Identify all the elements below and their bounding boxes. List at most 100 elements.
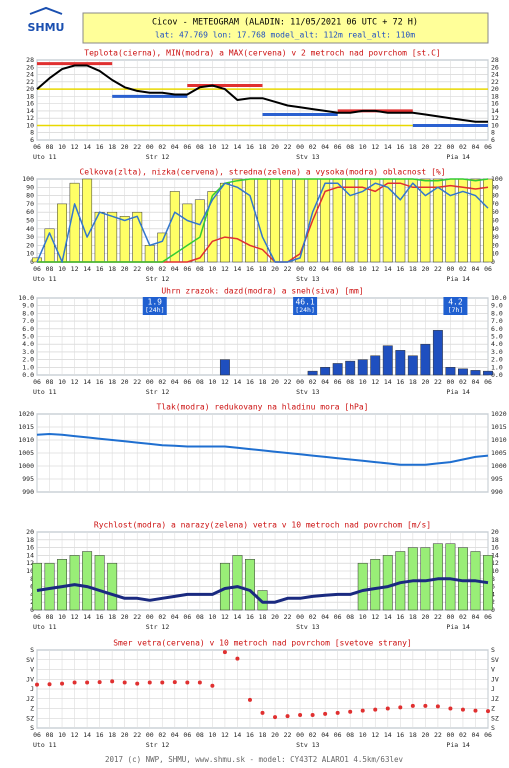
x-tick-label: 12 <box>71 378 79 386</box>
bar <box>483 370 493 376</box>
dot <box>335 710 340 715</box>
x-tick-label: 14 <box>83 143 91 151</box>
bar <box>370 355 381 376</box>
x-tick-label: 22 <box>133 378 141 386</box>
y-tick-label-right: JZ <box>491 695 499 703</box>
dot <box>448 706 453 711</box>
dot <box>385 706 390 711</box>
x-tick-label: 22 <box>284 378 292 386</box>
dot <box>423 703 428 708</box>
x-tick-label: 20 <box>421 613 429 621</box>
x-tick-label: 10 <box>208 143 216 151</box>
y-tick-label: SV <box>26 656 34 664</box>
x-tick-label: 04 <box>171 731 179 739</box>
y-tick-label: 22 <box>26 78 34 86</box>
y-tick-label: 26 <box>26 63 34 71</box>
y-tick-label-right: 18 <box>491 536 499 544</box>
y-tick-label: 20 <box>26 241 34 249</box>
y-tick-label-right: Z <box>491 705 495 713</box>
y-tick-label: 990 <box>22 488 34 496</box>
y-tick-label: S <box>30 724 34 732</box>
bar <box>320 367 331 376</box>
x-tick-label: 18 <box>409 613 417 621</box>
day-label: Uto 11 <box>33 153 57 161</box>
x-tick-label: 22 <box>434 613 442 621</box>
day-label: Str 12 <box>146 153 170 161</box>
x-tick-label: 20 <box>271 378 279 386</box>
series-line <box>112 94 488 127</box>
bar <box>282 178 293 263</box>
x-tick-label: 02 <box>459 378 467 386</box>
bar <box>445 367 456 376</box>
dot <box>147 680 152 685</box>
bar <box>470 370 481 376</box>
bar <box>332 178 343 263</box>
x-tick-label: 12 <box>371 265 379 273</box>
x-tick-label: 16 <box>396 143 404 151</box>
y-tick-label-right: 10 <box>491 567 499 575</box>
x-tick-label: 04 <box>472 143 480 151</box>
y-tick-label: 60 <box>26 208 34 216</box>
day-label: Str 12 <box>146 275 170 283</box>
x-tick-label: 04 <box>171 143 179 151</box>
y-tick-label: 4.0 <box>22 340 34 348</box>
x-tick-label: 06 <box>484 731 492 739</box>
y-tick-label-right: 1005 <box>491 449 507 457</box>
y-tick-label: 18 <box>26 536 34 544</box>
y-tick-label: 1015 <box>18 423 34 431</box>
x-tick-label: 16 <box>96 265 104 273</box>
panel-title: Uhrn zrazok: dazd(modra) a sneh(siva) [m… <box>161 287 363 296</box>
bar <box>82 178 93 263</box>
x-tick-label: 12 <box>71 731 79 739</box>
bar <box>332 363 343 376</box>
y-tick-label-right: 2 <box>491 598 495 606</box>
dot <box>85 680 90 685</box>
y-tick-label-right: 0 <box>491 606 495 614</box>
day-label: Stv 13 <box>296 388 320 396</box>
x-tick-label: 22 <box>284 265 292 273</box>
series-line <box>36 182 489 263</box>
y-tick-label: 50 <box>26 217 34 225</box>
y-tick-label-right: 80 <box>491 192 499 200</box>
x-tick-label: 20 <box>271 265 279 273</box>
bar <box>144 245 155 263</box>
dot <box>185 680 190 685</box>
day-label: Uto 11 <box>33 623 57 631</box>
x-tick-label: 14 <box>83 265 91 273</box>
bar <box>382 345 393 376</box>
day-label: Pia 14 <box>446 388 470 396</box>
dot <box>410 703 415 708</box>
y-tick-label-right: 20 <box>491 528 499 536</box>
x-tick-label: 10 <box>359 613 367 621</box>
x-tick-label: 04 <box>171 265 179 273</box>
y-tick-label: 40 <box>26 225 34 233</box>
x-tick-label: 20 <box>421 265 429 273</box>
x-tick-label: 08 <box>46 265 54 273</box>
x-tick-label: 00 <box>296 143 304 151</box>
total-period: [24h] <box>145 306 165 314</box>
y-tick-label: 14 <box>26 551 34 559</box>
x-tick-label: 20 <box>271 613 279 621</box>
total-period: [7h] <box>448 306 464 314</box>
x-tick-label: 20 <box>421 731 429 739</box>
dot <box>60 681 65 686</box>
x-tick-label: 14 <box>234 143 242 151</box>
x-tick-label: 12 <box>371 731 379 739</box>
y-tick-label-right: S <box>491 724 495 732</box>
dot <box>135 681 140 686</box>
series-line <box>37 178 489 263</box>
panel-title: Smer vetra(cervena) v 10 metroch nad pov… <box>113 639 412 648</box>
y-tick-label-right: 30 <box>491 233 499 241</box>
x-tick-label: 02 <box>459 613 467 621</box>
bar <box>345 360 356 376</box>
x-tick-label: 06 <box>334 265 342 273</box>
series-line <box>36 433 489 466</box>
bar <box>483 178 493 263</box>
y-tick-label: 10.0 <box>18 294 34 302</box>
dot <box>160 680 165 685</box>
x-tick-label: 14 <box>384 378 392 386</box>
x-tick-label: 18 <box>259 731 267 739</box>
x-tick-label: 18 <box>259 265 267 273</box>
x-tick-label: 04 <box>472 731 480 739</box>
dot <box>222 650 227 655</box>
